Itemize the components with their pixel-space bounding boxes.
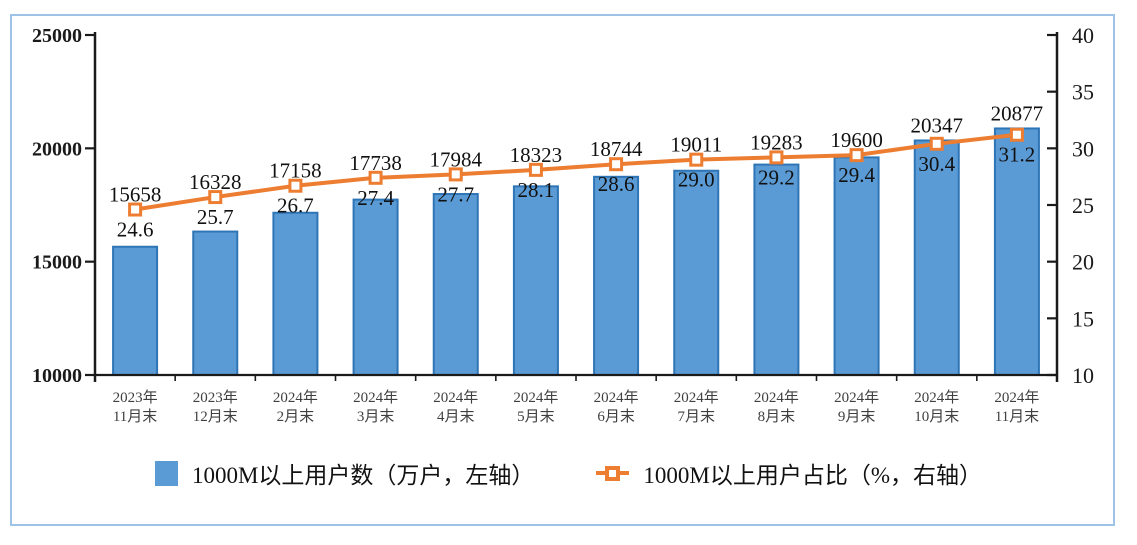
line-marker	[929, 136, 944, 151]
line-dash-icon	[620, 471, 630, 475]
right-axis-tick-label: 25	[1072, 193, 1094, 218]
x-axis-category-label: 2024年 10月末	[914, 389, 959, 425]
legend-bar-label: 1000M以上用户数（万户，左轴）	[191, 463, 535, 488]
line-dash-icon	[596, 471, 606, 475]
bar-value-label: 17984	[430, 147, 483, 171]
line-pct-label: 28.6	[598, 172, 635, 196]
bar	[112, 245, 159, 376]
x-axis-category-label: 2024年 6月末	[594, 389, 639, 425]
left-axis-tick-label: 10000	[32, 365, 82, 387]
x-axis-category-label: 2024年 2月末	[273, 389, 318, 425]
line-pct-label: 30.4	[918, 152, 955, 176]
line-marker	[128, 202, 143, 217]
bar	[512, 185, 559, 376]
line-pct-label: 28.1	[518, 178, 555, 202]
left-axis-tick-label: 20000	[32, 138, 82, 160]
bar-value-label: 15658	[109, 183, 162, 207]
line-marker	[368, 170, 383, 185]
bar-value-label: 18744	[590, 137, 643, 161]
line-marker	[528, 162, 543, 177]
x-axis-category-label: 2024年 8月末	[754, 389, 799, 425]
left-axis-tick-label: 25000	[32, 25, 82, 47]
line-marker	[769, 150, 784, 165]
bar-value-label: 20347	[911, 113, 964, 137]
x-axis-category-label: 2024年 5月末	[513, 389, 558, 425]
bar-value-label: 20877	[991, 101, 1044, 125]
line-pct-label: 27.7	[437, 182, 474, 206]
bar	[432, 193, 479, 376]
line-pct-label: 29.0	[678, 168, 715, 192]
line-marker	[208, 190, 223, 205]
line-pct-label: 29.4	[838, 163, 875, 187]
bar	[753, 163, 800, 376]
bar	[833, 156, 880, 376]
bar	[673, 169, 720, 376]
line-pct-label: 26.7	[277, 194, 314, 218]
line-marker	[1009, 127, 1024, 142]
bar	[913, 139, 960, 376]
x-axis-category-label: 2023年 11月末	[113, 389, 158, 425]
bar-value-label: 17738	[349, 151, 402, 175]
line-square-marker-icon	[605, 465, 621, 481]
line-pct-label: 31.2	[999, 143, 1036, 167]
line-pct-label: 24.6	[117, 218, 154, 242]
line-pct-label: 27.4	[357, 186, 394, 210]
x-axis-category-label: 2024年 3月末	[353, 389, 398, 425]
x-axis-category-label: 2024年 7月末	[674, 389, 719, 425]
line-series-marker-icon	[596, 465, 630, 481]
right-axis-tick-label: 10	[1072, 363, 1094, 388]
bar	[192, 230, 239, 376]
x-axis-category-label: 2024年 4月末	[433, 389, 478, 425]
bar-value-label: 19600	[830, 128, 883, 152]
bar	[593, 175, 640, 376]
line-marker	[288, 178, 303, 193]
legend-item-bar-series: 1000M以上用户数（万户，左轴）	[154, 456, 535, 490]
bar-value-label: 19011	[670, 133, 722, 157]
line-marker	[689, 152, 704, 167]
bar	[352, 198, 399, 376]
bar-value-label: 16328	[189, 170, 242, 194]
x-axis-category-label: 2024年 9月末	[834, 389, 879, 425]
legend-item-line-series: 1000M以上用户占比（%，右轴）	[596, 456, 982, 490]
x-axis-category-label: 2024年 11月末	[994, 389, 1039, 425]
right-axis-tick-label: 15	[1072, 306, 1094, 331]
right-axis-tick-label: 20	[1072, 250, 1094, 275]
bar-series-swatch-icon	[154, 460, 178, 486]
right-axis-tick-label: 40	[1072, 23, 1094, 48]
line-marker	[448, 167, 463, 182]
line-marker	[849, 148, 864, 163]
legend-line-label: 1000M以上用户占比（%，右轴）	[643, 463, 983, 488]
line-series	[134, 132, 1018, 212]
line-marker	[609, 157, 624, 172]
right-axis-tick-label: 35	[1072, 80, 1094, 105]
left-axis-tick-label: 15000	[32, 252, 82, 274]
x-axis-category-label: 2023年 12月末	[193, 389, 238, 425]
right-axis-tick-label: 30	[1072, 136, 1094, 161]
chart-legend: 1000M以上用户数（万户，左轴） 1000M以上用户占比（%，右轴）	[0, 456, 1137, 490]
bar-value-label: 19283	[750, 130, 803, 154]
bar-value-label: 17158	[269, 159, 322, 183]
bar-value-label: 18323	[510, 143, 563, 167]
line-pct-label: 25.7	[197, 205, 234, 229]
line-pct-label: 29.2	[758, 165, 795, 189]
bar	[272, 211, 319, 376]
